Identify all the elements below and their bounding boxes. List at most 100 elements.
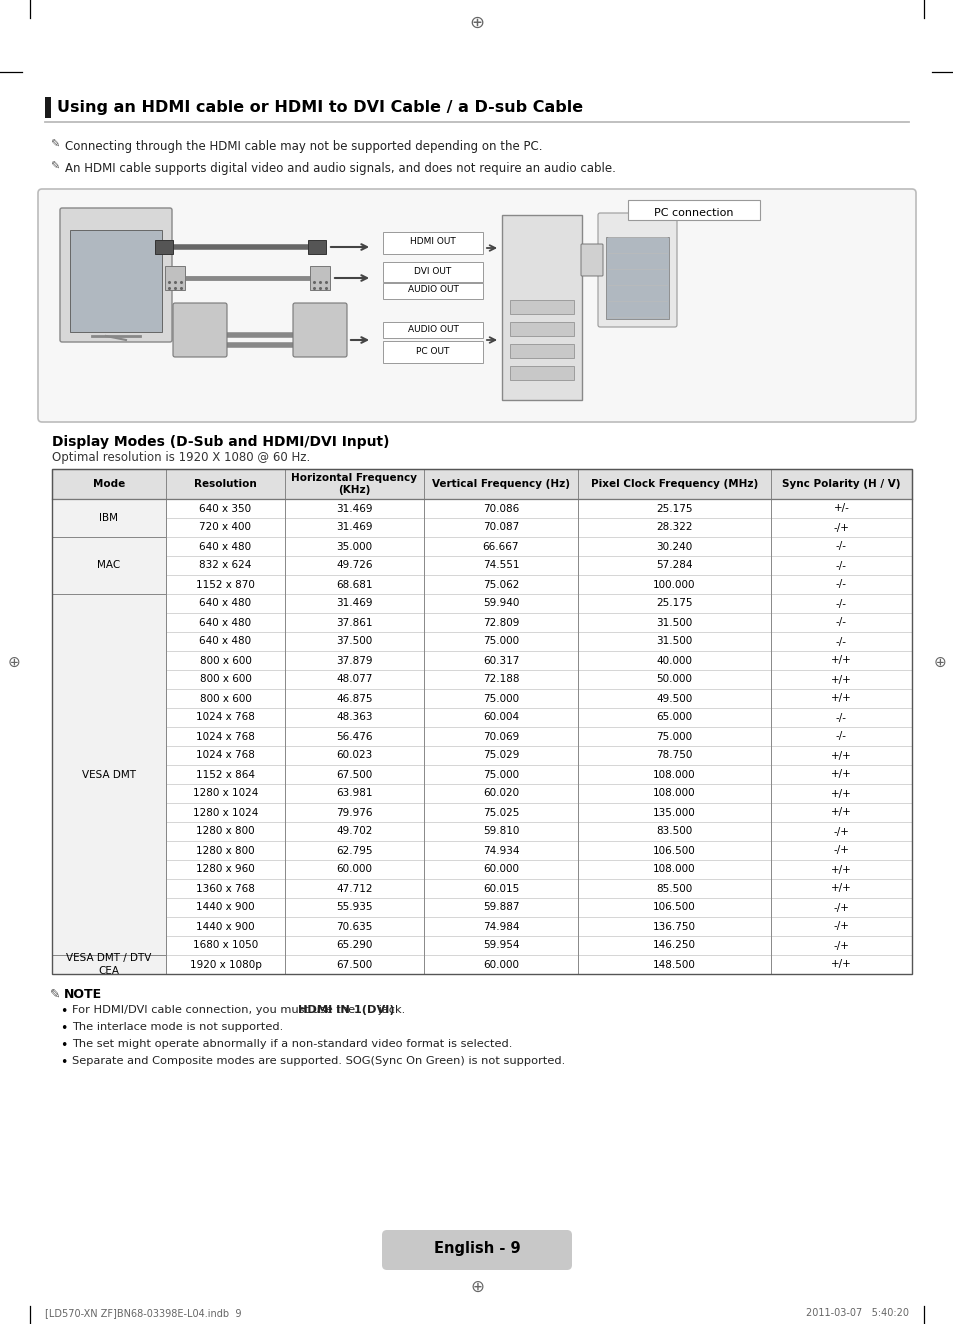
Bar — [52, 745, 911, 765]
Text: +/-: +/- — [833, 503, 848, 514]
Text: PC OUT: PC OUT — [416, 347, 449, 356]
Text: 75.000: 75.000 — [482, 694, 518, 703]
FancyBboxPatch shape — [381, 1230, 572, 1270]
Bar — [501, 214, 581, 400]
Text: ⊕: ⊕ — [932, 654, 945, 670]
Text: +/+: +/+ — [830, 883, 851, 894]
Text: 1024 x 768: 1024 x 768 — [196, 712, 254, 723]
Text: 800 x 600: 800 x 600 — [199, 674, 252, 685]
Bar — [510, 322, 574, 336]
Text: 79.976: 79.976 — [335, 808, 373, 817]
Text: 1440 x 900: 1440 x 900 — [196, 903, 254, 912]
Bar — [52, 594, 911, 613]
Text: +/+: +/+ — [830, 769, 851, 780]
Text: 74.984: 74.984 — [482, 922, 518, 932]
Text: -/+: -/+ — [833, 922, 848, 932]
Text: 832 x 624: 832 x 624 — [199, 560, 252, 571]
Text: +/+: +/+ — [830, 655, 851, 666]
Text: 59.887: 59.887 — [482, 903, 518, 912]
Text: +/+: +/+ — [830, 751, 851, 760]
Text: 31.469: 31.469 — [335, 523, 373, 532]
Text: English - 9: English - 9 — [434, 1242, 519, 1256]
FancyBboxPatch shape — [580, 244, 602, 275]
Text: Mode: Mode — [92, 479, 125, 489]
Text: 59.810: 59.810 — [482, 826, 518, 837]
Bar — [52, 936, 911, 955]
Text: NOTE: NOTE — [64, 988, 102, 1001]
Text: 46.875: 46.875 — [335, 694, 373, 703]
Text: 108.000: 108.000 — [653, 789, 695, 798]
Text: For HDMI/DVI cable connection, you must use the: For HDMI/DVI cable connection, you must … — [71, 1005, 358, 1016]
Text: 70.087: 70.087 — [482, 523, 518, 532]
Bar — [310, 266, 330, 290]
Text: 47.712: 47.712 — [335, 883, 373, 894]
Text: +/+: +/+ — [830, 694, 851, 703]
Text: An HDMI cable supports digital video and audio signals, and does not require an : An HDMI cable supports digital video and… — [65, 162, 616, 175]
Text: 640 x 350: 640 x 350 — [199, 503, 252, 514]
Bar — [52, 765, 911, 784]
Text: 60.004: 60.004 — [482, 712, 518, 723]
Text: 60.020: 60.020 — [482, 789, 518, 798]
Text: 640 x 480: 640 x 480 — [199, 542, 252, 552]
Text: The set might operate abnormally if a non-standard video format is selected.: The set might operate abnormally if a no… — [71, 1039, 512, 1049]
Bar — [52, 594, 166, 955]
Text: 85.500: 85.500 — [656, 883, 692, 894]
Bar — [52, 469, 911, 974]
Bar — [52, 861, 911, 879]
Text: -/-: -/- — [835, 731, 846, 741]
Text: 75.000: 75.000 — [482, 637, 518, 646]
Text: 75.000: 75.000 — [482, 769, 518, 780]
Bar — [510, 301, 574, 314]
Text: +/+: +/+ — [830, 674, 851, 685]
Text: 74.551: 74.551 — [482, 560, 518, 571]
Text: 1280 x 960: 1280 x 960 — [196, 865, 254, 874]
Text: 136.750: 136.750 — [652, 922, 696, 932]
Bar — [52, 518, 911, 538]
Text: 1920 x 1080p: 1920 x 1080p — [190, 960, 261, 969]
Text: -/+: -/+ — [833, 523, 848, 532]
Text: 65.290: 65.290 — [336, 940, 373, 951]
Text: -/-: -/- — [835, 712, 846, 723]
Bar — [382, 283, 482, 299]
Text: 37.879: 37.879 — [335, 655, 373, 666]
Text: 75.025: 75.025 — [482, 808, 518, 817]
Text: 1024 x 768: 1024 x 768 — [196, 731, 254, 741]
Text: 60.000: 60.000 — [336, 865, 372, 874]
Text: 60.023: 60.023 — [336, 751, 373, 760]
Bar — [45, 97, 51, 118]
Text: PC connection: PC connection — [654, 208, 733, 218]
Text: 31.469: 31.469 — [335, 503, 373, 514]
Text: -/-: -/- — [835, 617, 846, 628]
Text: 31.500: 31.500 — [656, 617, 692, 628]
Bar — [605, 237, 668, 319]
Bar — [52, 802, 911, 822]
Text: 800 x 600: 800 x 600 — [199, 694, 252, 703]
Bar — [52, 879, 911, 898]
Text: 31.500: 31.500 — [656, 637, 692, 646]
Text: -/-: -/- — [835, 637, 846, 646]
Text: Separate and Composite modes are supported. SOG(Sync On Green) is not supported.: Separate and Composite modes are support… — [71, 1057, 565, 1066]
Text: Display Modes (D-Sub and HDMI/DVI Input): Display Modes (D-Sub and HDMI/DVI Input) — [52, 436, 389, 449]
Text: 640 x 480: 640 x 480 — [199, 598, 252, 609]
Text: 74.934: 74.934 — [482, 846, 518, 855]
Bar — [52, 469, 911, 499]
Text: -/-: -/- — [835, 560, 846, 571]
Text: Horizontal Frequency
(KHz): Horizontal Frequency (KHz) — [292, 473, 417, 495]
FancyBboxPatch shape — [598, 213, 677, 327]
Bar — [52, 955, 166, 974]
Text: 56.476: 56.476 — [335, 731, 373, 741]
Text: ⊕: ⊕ — [470, 1278, 483, 1296]
Text: 720 x 400: 720 x 400 — [199, 523, 252, 532]
Text: 25.175: 25.175 — [656, 503, 692, 514]
Bar — [52, 575, 911, 594]
FancyBboxPatch shape — [38, 189, 915, 422]
Bar — [52, 632, 911, 651]
Text: 70.635: 70.635 — [336, 922, 373, 932]
Text: 72.188: 72.188 — [482, 674, 518, 685]
Bar — [52, 670, 911, 688]
FancyBboxPatch shape — [60, 208, 172, 342]
Text: 108.000: 108.000 — [653, 865, 695, 874]
Text: Vertical Frequency (Hz): Vertical Frequency (Hz) — [432, 479, 569, 489]
Text: +/+: +/+ — [830, 865, 851, 874]
Text: 70.086: 70.086 — [482, 503, 518, 514]
